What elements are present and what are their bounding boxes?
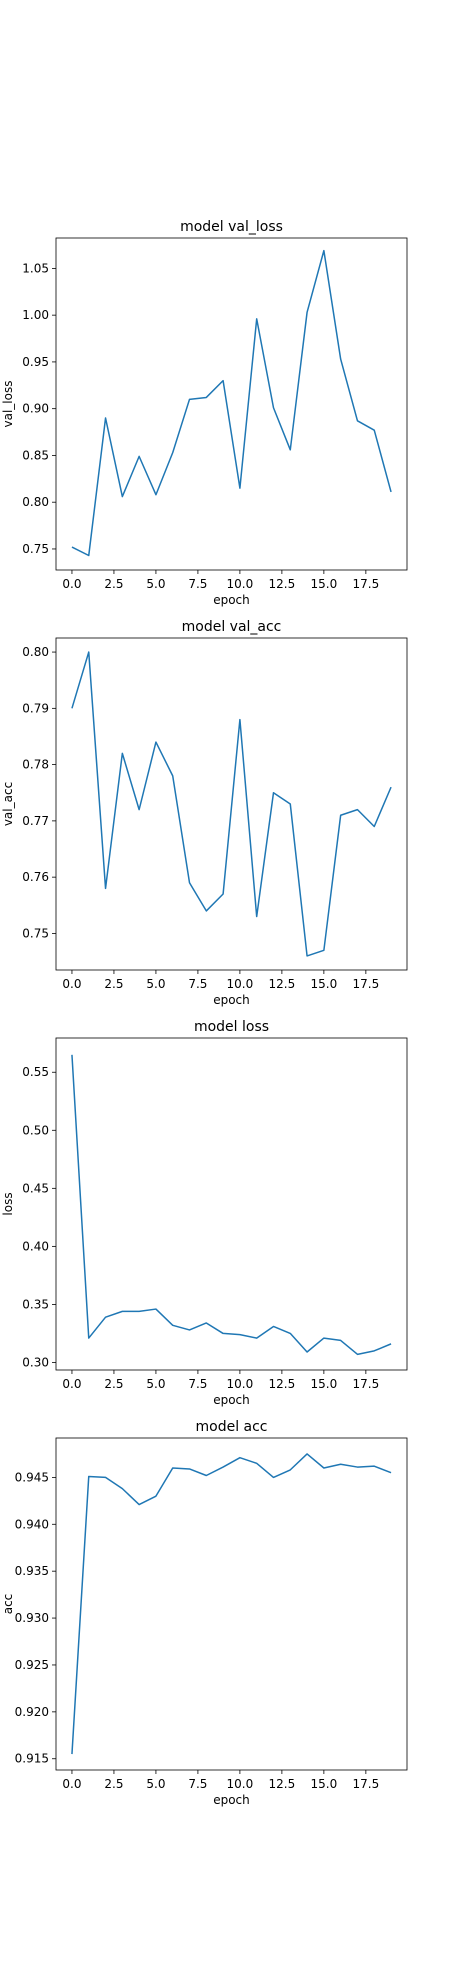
chart-3-title: model loss (194, 1019, 269, 1035)
chart-4-x-tick-label-4: 10.0 (227, 1777, 254, 1791)
chart-3-x-tick-label-6: 15.0 (311, 1377, 338, 1391)
chart-3-y-tick-label-5: 0.55 (22, 1065, 49, 1079)
chart-2-x-tick-label-7: 17.5 (352, 977, 379, 991)
chart-1-x-tick-label-6: 15.0 (311, 577, 338, 591)
chart-4-y-tick-label-6: 0.945 (15, 1470, 49, 1484)
chart-2-y-tick-label-5: 0.80 (22, 645, 49, 659)
chart-2-x-tick-label-0: 0.0 (62, 977, 81, 991)
chart-1-y-tick-label-4: 0.95 (22, 355, 49, 369)
chart-4-x-tick-label-0: 0.0 (62, 1777, 81, 1791)
chart-4-title: model acc (195, 1419, 267, 1435)
chart-2-y-tick-label-3: 0.78 (22, 758, 49, 772)
chart-1-x-tick-label-1: 2.5 (104, 577, 123, 591)
chart-2-x-tick-label-2: 5.0 (146, 977, 165, 991)
chart-4-y-tick-label-0: 0.915 (15, 1752, 49, 1766)
chart-1-x-tick-label-5: 12.5 (269, 577, 296, 591)
chart-1-x-tick-label-2: 5.0 (146, 577, 165, 591)
chart-3-series-line (71, 1054, 392, 1356)
chart-1-x-tick-label-4: 10.0 (227, 577, 254, 591)
chart-2-x-tick-label-4: 10.0 (227, 977, 254, 991)
chart-3-x-tick-label-3: 7.5 (188, 1377, 207, 1391)
chart-3-y-tick-label-1: 0.35 (22, 1297, 49, 1311)
chart-2-x-tick-label-6: 15.0 (311, 977, 338, 991)
chart-2-y-axis-label: val_acc (1, 782, 15, 826)
chart-3-x-tick-label-0: 0.0 (62, 1377, 81, 1391)
chart-3-y-axis-label: loss (1, 1192, 15, 1215)
chart-4-y-tick-label-3: 0.930 (15, 1611, 49, 1625)
chart-3-x-tick-label-2: 5.0 (146, 1377, 165, 1391)
chart-2-x-tick-label-1: 2.5 (104, 977, 123, 991)
chart-3-y-tick-label-0: 0.30 (22, 1355, 49, 1369)
chart-3-x-tick-label-1: 2.5 (104, 1377, 123, 1391)
chart-1-y-tick-label-1: 0.80 (22, 495, 49, 509)
chart-2-y-tick-label-0: 0.75 (22, 926, 49, 940)
chart-2-title: model val_acc (182, 619, 282, 635)
chart-1-y-tick-label-2: 0.85 (22, 448, 49, 462)
chart-4-y-tick-label-1: 0.920 (15, 1705, 49, 1719)
chart-4-x-tick-label-6: 15.0 (311, 1777, 338, 1791)
chart-4-x-tick-label-1: 2.5 (104, 1777, 123, 1791)
chart-4-x-tick-label-7: 17.5 (352, 1777, 379, 1791)
chart-3-x-tick-label-7: 17.5 (352, 1377, 379, 1391)
chart-1-y-tick-label-6: 1.05 (22, 261, 49, 275)
chart-4-x-tick-label-2: 5.0 (146, 1777, 165, 1791)
chart-1-series-line (71, 249, 392, 557)
chart-4-y-tick-label-4: 0.935 (15, 1564, 49, 1578)
chart-2-y-tick-label-2: 0.77 (22, 814, 49, 828)
chart-2-x-tick-label-3: 7.5 (188, 977, 207, 991)
chart-1-y-tick-label-3: 0.90 (22, 402, 49, 416)
chart-2-series-line (71, 651, 392, 957)
chart-4-x-tick-label-5: 12.5 (269, 1777, 296, 1791)
chart-1-x-tick-label-3: 7.5 (188, 577, 207, 591)
chart-4-y-axis-label: acc (1, 1594, 15, 1615)
chart-2-x-axis-label: epoch (213, 993, 250, 1007)
chart-2-plot-frame (55, 637, 408, 971)
chart-4-series-line (71, 1453, 392, 1755)
chart-2-y-tick-label-4: 0.79 (22, 701, 49, 715)
chart-3-x-tick-label-5: 12.5 (269, 1377, 296, 1391)
chart-3-x-axis-label: epoch (213, 1393, 250, 1407)
chart-1-plot-frame (55, 237, 408, 571)
chart-3-y-tick-label-3: 0.45 (22, 1181, 49, 1195)
chart-1-x-axis-label: epoch (213, 593, 250, 607)
chart-2-y-tick-label-1: 0.76 (22, 870, 49, 884)
chart-1-y-axis-label: val_loss (1, 381, 15, 428)
chart-4-y-tick-label-5: 0.940 (15, 1517, 49, 1531)
chart-3-x-tick-label-4: 10.0 (227, 1377, 254, 1391)
chart-4-y-tick-label-2: 0.925 (15, 1658, 49, 1672)
chart-4-x-axis-label: epoch (213, 1793, 250, 1807)
chart-3-y-tick-label-2: 0.40 (22, 1239, 49, 1253)
chart-1-y-tick-label-0: 0.75 (22, 542, 49, 556)
chart-1-x-tick-label-7: 17.5 (352, 577, 379, 591)
chart-2-x-tick-label-5: 12.5 (269, 977, 296, 991)
chart-3-plot-frame (55, 1037, 408, 1371)
chart-1-y-tick-label-5: 1.00 (22, 308, 49, 322)
chart-3-y-tick-label-4: 0.50 (22, 1123, 49, 1137)
chart-1-title: model val_loss (180, 219, 283, 235)
chart-4-x-tick-label-3: 7.5 (188, 1777, 207, 1791)
chart-1-x-tick-label-0: 0.0 (62, 577, 81, 591)
chart-4-plot-frame (55, 1437, 408, 1771)
